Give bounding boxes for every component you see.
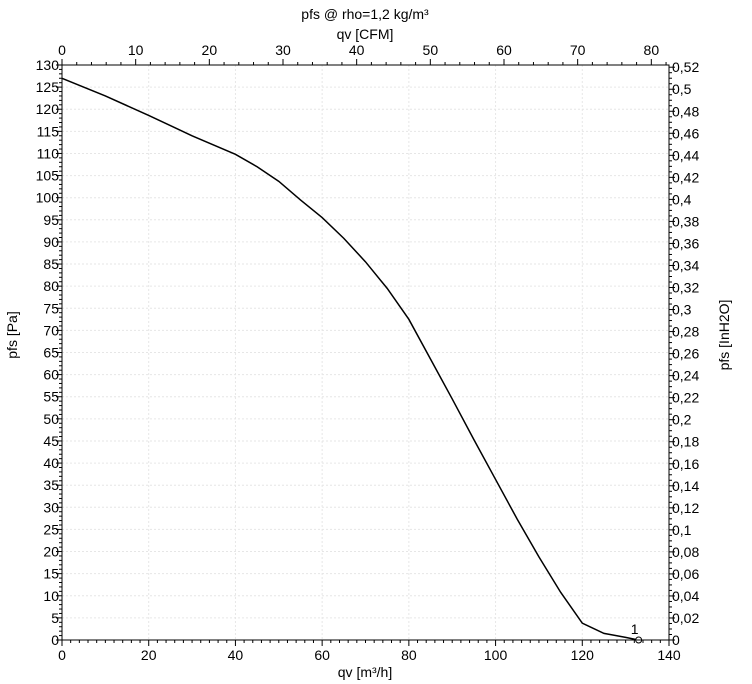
y-tick-label: 50 bbox=[43, 411, 59, 427]
x2-axis-title: qv [CFM] bbox=[337, 26, 394, 42]
y2-tick-label: 0,06 bbox=[672, 566, 699, 582]
y2-tick-label: 0,46 bbox=[672, 125, 699, 141]
y-tick-label: 90 bbox=[43, 234, 59, 250]
y2-tick-label: 0,5 bbox=[672, 81, 692, 97]
y-tick-label: 45 bbox=[43, 433, 59, 449]
y-tick-label: 55 bbox=[43, 389, 59, 405]
y-tick-label: 125 bbox=[36, 79, 60, 95]
y2-tick-label: 0,02 bbox=[672, 610, 699, 626]
y2-tick-label: 0,42 bbox=[672, 169, 699, 185]
y2-tick-label: 0,32 bbox=[672, 280, 699, 296]
y2-tick-label: 0,26 bbox=[672, 346, 699, 362]
y-tick-label: 85 bbox=[43, 256, 59, 272]
y2-tick-label: 0,18 bbox=[672, 434, 699, 450]
y-axis-left: 0 5 10 15 20 25 30 35 40 45 50 55 60 65 70 75 80 85 90 95 10… bbox=[36, 57, 62, 648]
grid bbox=[61, 64, 670, 641]
y-tick-label: 75 bbox=[43, 300, 59, 316]
y-tick-label: 70 bbox=[43, 322, 59, 338]
y-tick-label: 100 bbox=[36, 190, 60, 206]
y-tick-label: 110 bbox=[37, 145, 60, 161]
y-tick-label: 130 bbox=[36, 57, 60, 73]
chart-title: pfs @ rho=1,2 kg/m³ bbox=[301, 6, 429, 22]
x-axis-bottom: 0 20 40 60 80 100 120 140 bbox=[58, 640, 681, 663]
y2-tick-label: 0,08 bbox=[672, 544, 699, 560]
y2-tick-label: 0,28 bbox=[672, 324, 699, 340]
y-axis-title: pfs [Pa] bbox=[4, 311, 20, 358]
x2-tick-label: 30 bbox=[275, 42, 291, 58]
x2-tick-label: 70 bbox=[570, 42, 586, 58]
x-tick-label: 0 bbox=[58, 647, 66, 663]
y-tick-label: 35 bbox=[43, 477, 59, 493]
y-tick-label: 10 bbox=[43, 588, 59, 604]
y-tick-label: 105 bbox=[36, 168, 60, 184]
y-tick-label: 65 bbox=[43, 345, 59, 361]
y2-tick-label: 0,48 bbox=[672, 103, 699, 119]
y-tick-label: 5 bbox=[51, 610, 59, 626]
x2-tick-label: 40 bbox=[349, 42, 365, 58]
x2-tick-label: 60 bbox=[496, 42, 512, 58]
y2-tick-label: 0,34 bbox=[672, 257, 699, 273]
x-axis-top: 0 10 20 30 40 50 60 70 80 bbox=[58, 42, 659, 65]
y2-tick-label: 0,3 bbox=[672, 302, 692, 318]
y2-tick-label: 0,36 bbox=[672, 235, 699, 251]
fan-curve-line bbox=[61, 77, 639, 641]
y2-tick-label: 0,52 bbox=[672, 59, 699, 75]
y-tick-label: 95 bbox=[43, 212, 59, 228]
x-tick-label: 80 bbox=[401, 647, 417, 663]
x2-tick-label: 20 bbox=[202, 42, 218, 58]
y2-tick-label: 0,22 bbox=[672, 390, 699, 406]
y2-tick-label: 0,16 bbox=[672, 456, 699, 472]
y2-tick-label: 0,04 bbox=[672, 588, 699, 604]
series-group bbox=[61, 77, 639, 641]
y2-tick-label: 0,24 bbox=[672, 368, 699, 384]
x-tick-label: 120 bbox=[571, 647, 595, 663]
y2-axis-title: pfs [InH2O] bbox=[716, 300, 732, 371]
y2-tick-label: 0,2 bbox=[672, 412, 692, 428]
y2-tick-label: 0,44 bbox=[672, 147, 699, 163]
x2-tick-label: 10 bbox=[128, 42, 144, 58]
x-tick-label: 20 bbox=[141, 647, 157, 663]
x-tick-label: 100 bbox=[484, 647, 508, 663]
y2-tick-label: 0,1 bbox=[672, 522, 692, 538]
y-tick-label: 80 bbox=[43, 278, 59, 294]
plot-frame bbox=[61, 64, 670, 641]
y2-tick-label: 0,14 bbox=[672, 478, 699, 494]
y-tick-label: 0 bbox=[51, 632, 59, 648]
y-tick-label: 60 bbox=[43, 367, 59, 383]
x-axis-title: qv [m³/h] bbox=[338, 664, 392, 680]
y-tick-label: 20 bbox=[43, 544, 59, 560]
x2-tick-label: 50 bbox=[423, 42, 439, 58]
operating-point-label: 1 bbox=[631, 621, 639, 637]
y-tick-label: 15 bbox=[43, 566, 59, 582]
y2-tick-label: 0,12 bbox=[672, 500, 699, 516]
y-tick-label: 120 bbox=[36, 101, 60, 117]
y-tick-label: 30 bbox=[43, 499, 59, 515]
y2-tick-label: 0,38 bbox=[672, 213, 699, 229]
x-tick-label: 60 bbox=[314, 647, 330, 663]
x-tick-label: 140 bbox=[657, 647, 681, 663]
x2-tick-label: 80 bbox=[644, 42, 660, 58]
x-tick-label: 40 bbox=[228, 647, 244, 663]
x2-tick-label: 0 bbox=[58, 42, 66, 58]
y2-tick-label: 0,4 bbox=[672, 191, 692, 207]
y-axis-right: 0 0,02 0,04 0,06 0,08 0,1 0,12 0,14 0,16 0,18 0,2 0… bbox=[669, 59, 699, 648]
y-tick-label: 115 bbox=[37, 123, 60, 139]
y2-tick-label: 0 bbox=[672, 632, 680, 648]
y-tick-label: 40 bbox=[43, 455, 59, 471]
y-tick-label: 25 bbox=[43, 521, 59, 537]
